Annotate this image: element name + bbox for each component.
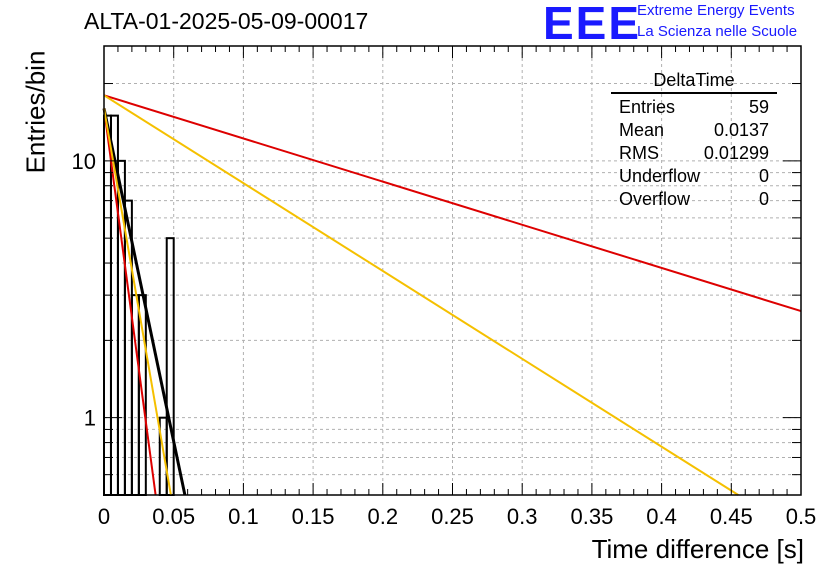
fit-line-red bbox=[103, 94, 802, 313]
x-axis-label: Time difference [s] bbox=[591, 534, 804, 564]
x-tick-label: 0.5 bbox=[786, 504, 817, 529]
logo-line-2: La Scienza nelle Scuole bbox=[637, 23, 798, 40]
stats-row: RMS 0.01299 bbox=[611, 142, 777, 165]
stats-value: 59 bbox=[748, 97, 769, 117]
stats-title: DeltaTime bbox=[611, 70, 777, 94]
stats-value: 0 bbox=[758, 166, 769, 186]
stats-value: 0.01299 bbox=[703, 143, 769, 163]
y-axis-label: Entries/bin bbox=[20, 50, 51, 174]
x-tick-label: 0.05 bbox=[152, 504, 195, 529]
x-tick-label: 0.45 bbox=[710, 504, 753, 529]
fit-line-yellow bbox=[103, 108, 172, 496]
stats-label: Overflow bbox=[619, 189, 691, 209]
x-tick-label: 0 bbox=[98, 504, 110, 529]
stats-value: 0 bbox=[758, 189, 769, 209]
histogram-bin bbox=[165, 237, 175, 497]
fit-lines bbox=[102, 94, 802, 496]
x-tick-label: 0.2 bbox=[368, 504, 399, 529]
x-tick-label: 0.3 bbox=[507, 504, 538, 529]
chart-title: ALTA-01-2025-05-09-00017 bbox=[84, 8, 369, 34]
x-tick-label: 0.15 bbox=[292, 504, 335, 529]
fit-line-black bbox=[102, 108, 187, 496]
stats-label: Mean bbox=[619, 120, 665, 140]
stats-row: Underflow 0 bbox=[611, 165, 777, 188]
eee-logo: EEE bbox=[543, 0, 642, 49]
x-tick-label: 0.4 bbox=[646, 504, 677, 529]
logo-line-1: Extreme Energy Events bbox=[637, 2, 795, 19]
stats-label: RMS bbox=[619, 143, 659, 163]
stats-row: Mean 0.0137 bbox=[611, 119, 777, 142]
axis-ticks bbox=[103, 46, 802, 495]
stats-row: Entries 59 bbox=[611, 96, 777, 119]
y-tick-label: 10 bbox=[72, 149, 96, 174]
fit-line-yellow bbox=[103, 94, 739, 496]
stats-box: DeltaTime Entries 59 Mean 0.0137 RMS 0.0129… bbox=[611, 70, 777, 211]
x-tick-label: 0.1 bbox=[228, 504, 259, 529]
grid-lines bbox=[104, 46, 801, 495]
stats-label: Entries bbox=[619, 97, 676, 117]
x-tick-label: 0.35 bbox=[570, 504, 613, 529]
stats-label: Underflow bbox=[619, 166, 701, 186]
stats-row: Overflow 0 bbox=[611, 188, 777, 211]
tick-labels: 0 0.05 0.1 0.15 0.2 0.25 0.3 0.35 0.4 0.45 0.5 1 10 bbox=[72, 149, 817, 529]
y-tick-label: 1 bbox=[84, 406, 96, 431]
x-tick-label: 0.25 bbox=[431, 504, 474, 529]
stats-value: 0.0137 bbox=[713, 120, 769, 140]
